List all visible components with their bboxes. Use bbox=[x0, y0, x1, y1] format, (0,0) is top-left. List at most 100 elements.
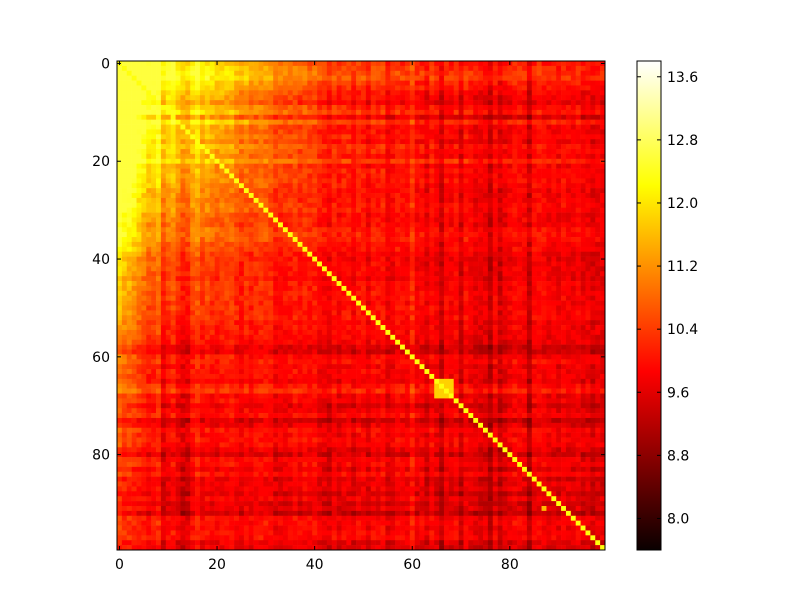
heatmap-cell bbox=[459, 105, 464, 110]
heatmap-cell bbox=[161, 301, 166, 306]
heatmap-cell bbox=[337, 115, 342, 120]
heatmap-cell bbox=[576, 129, 581, 134]
heatmap-cell bbox=[185, 237, 190, 242]
heatmap-cell bbox=[205, 164, 210, 169]
heatmap-cell bbox=[122, 222, 127, 227]
heatmap-cell bbox=[537, 252, 542, 257]
heatmap-cell bbox=[551, 296, 556, 301]
heatmap-cell bbox=[132, 178, 137, 183]
heatmap-cell bbox=[351, 261, 356, 266]
heatmap-cell bbox=[254, 66, 259, 71]
heatmap-cell bbox=[288, 276, 293, 281]
heatmap-cell bbox=[200, 266, 205, 271]
heatmap-cell bbox=[312, 203, 317, 208]
heatmap-cell bbox=[146, 139, 151, 144]
heatmap-cell bbox=[429, 227, 434, 232]
heatmap-cell bbox=[595, 110, 600, 115]
heatmap-cell bbox=[327, 247, 332, 252]
heatmap-cell bbox=[483, 85, 488, 90]
heatmap-cell bbox=[371, 183, 376, 188]
heatmap-cell bbox=[185, 257, 190, 262]
heatmap-cell bbox=[337, 129, 342, 134]
heatmap-cell bbox=[156, 193, 161, 198]
heatmap-cell bbox=[517, 203, 522, 208]
heatmap-cell bbox=[156, 95, 161, 100]
heatmap-cell bbox=[503, 173, 508, 178]
heatmap-cell bbox=[576, 149, 581, 154]
heatmap-cell bbox=[249, 217, 254, 222]
heatmap-cell bbox=[546, 271, 551, 276]
heatmap-cell bbox=[156, 208, 161, 213]
heatmap-cell bbox=[122, 198, 127, 203]
heatmap-cell bbox=[351, 296, 356, 301]
heatmap-cell bbox=[146, 61, 151, 66]
heatmap-cell bbox=[551, 154, 556, 159]
heatmap-cell bbox=[327, 61, 332, 66]
heatmap-cell bbox=[434, 271, 439, 276]
heatmap-cell bbox=[556, 213, 561, 218]
heatmap-cell bbox=[371, 242, 376, 247]
heatmap-cell bbox=[298, 178, 303, 183]
heatmap-cell bbox=[463, 296, 468, 301]
heatmap-cell bbox=[522, 85, 527, 90]
heatmap-cell bbox=[473, 261, 478, 266]
heatmap-cell bbox=[161, 198, 166, 203]
heatmap-cell bbox=[244, 169, 249, 174]
heatmap-cell bbox=[488, 208, 493, 213]
heatmap-cell bbox=[146, 286, 151, 291]
heatmap-cell bbox=[507, 183, 512, 188]
heatmap-cell bbox=[361, 149, 366, 154]
heatmap-cell bbox=[327, 208, 332, 213]
heatmap-cell bbox=[341, 95, 346, 100]
heatmap-cell bbox=[376, 85, 381, 90]
heatmap-cell bbox=[156, 237, 161, 242]
heatmap-cell bbox=[200, 105, 205, 110]
heatmap-cell bbox=[146, 213, 151, 218]
heatmap-cell bbox=[341, 178, 346, 183]
heatmap-cell bbox=[307, 266, 312, 271]
heatmap-cell bbox=[517, 134, 522, 139]
heatmap-cell bbox=[556, 252, 561, 257]
heatmap-cell bbox=[551, 227, 556, 232]
heatmap-cell bbox=[395, 291, 400, 296]
heatmap-cell bbox=[493, 257, 498, 262]
heatmap-cell bbox=[307, 247, 312, 252]
heatmap-cell bbox=[180, 208, 185, 213]
heatmap-cell bbox=[239, 169, 244, 174]
heatmap-cell bbox=[132, 232, 137, 237]
heatmap-cell bbox=[341, 301, 346, 306]
heatmap-cell bbox=[185, 227, 190, 232]
heatmap-cell bbox=[254, 242, 259, 247]
heatmap-cell bbox=[517, 76, 522, 81]
heatmap-cell bbox=[137, 247, 142, 252]
heatmap-cell bbox=[576, 227, 581, 232]
heatmap-cell bbox=[302, 183, 307, 188]
heatmap-cell bbox=[322, 95, 327, 100]
heatmap-cell bbox=[410, 242, 415, 247]
heatmap-cell bbox=[483, 252, 488, 257]
heatmap-cell bbox=[361, 125, 366, 130]
heatmap-cell bbox=[171, 281, 176, 286]
heatmap-cell bbox=[288, 95, 293, 100]
heatmap-cell bbox=[381, 134, 386, 139]
heatmap-cell bbox=[200, 296, 205, 301]
heatmap-cell bbox=[473, 144, 478, 149]
heatmap-cell bbox=[317, 203, 322, 208]
heatmap-cell bbox=[219, 105, 224, 110]
heatmap-cell bbox=[376, 193, 381, 198]
heatmap-cell bbox=[576, 90, 581, 95]
heatmap-cell bbox=[298, 252, 303, 257]
heatmap-cell bbox=[215, 71, 220, 76]
heatmap-cell bbox=[176, 261, 181, 266]
heatmap-cell bbox=[322, 271, 327, 276]
heatmap-cell bbox=[561, 115, 566, 120]
heatmap-cell bbox=[507, 178, 512, 183]
heatmap-cell bbox=[381, 95, 386, 100]
heatmap-cell bbox=[200, 164, 205, 169]
heatmap-cell bbox=[434, 217, 439, 222]
heatmap-cell bbox=[268, 286, 273, 291]
heatmap-cell bbox=[229, 247, 234, 252]
heatmap-cell bbox=[268, 115, 273, 120]
heatmap-cell bbox=[483, 76, 488, 81]
heatmap-cell bbox=[351, 90, 356, 95]
